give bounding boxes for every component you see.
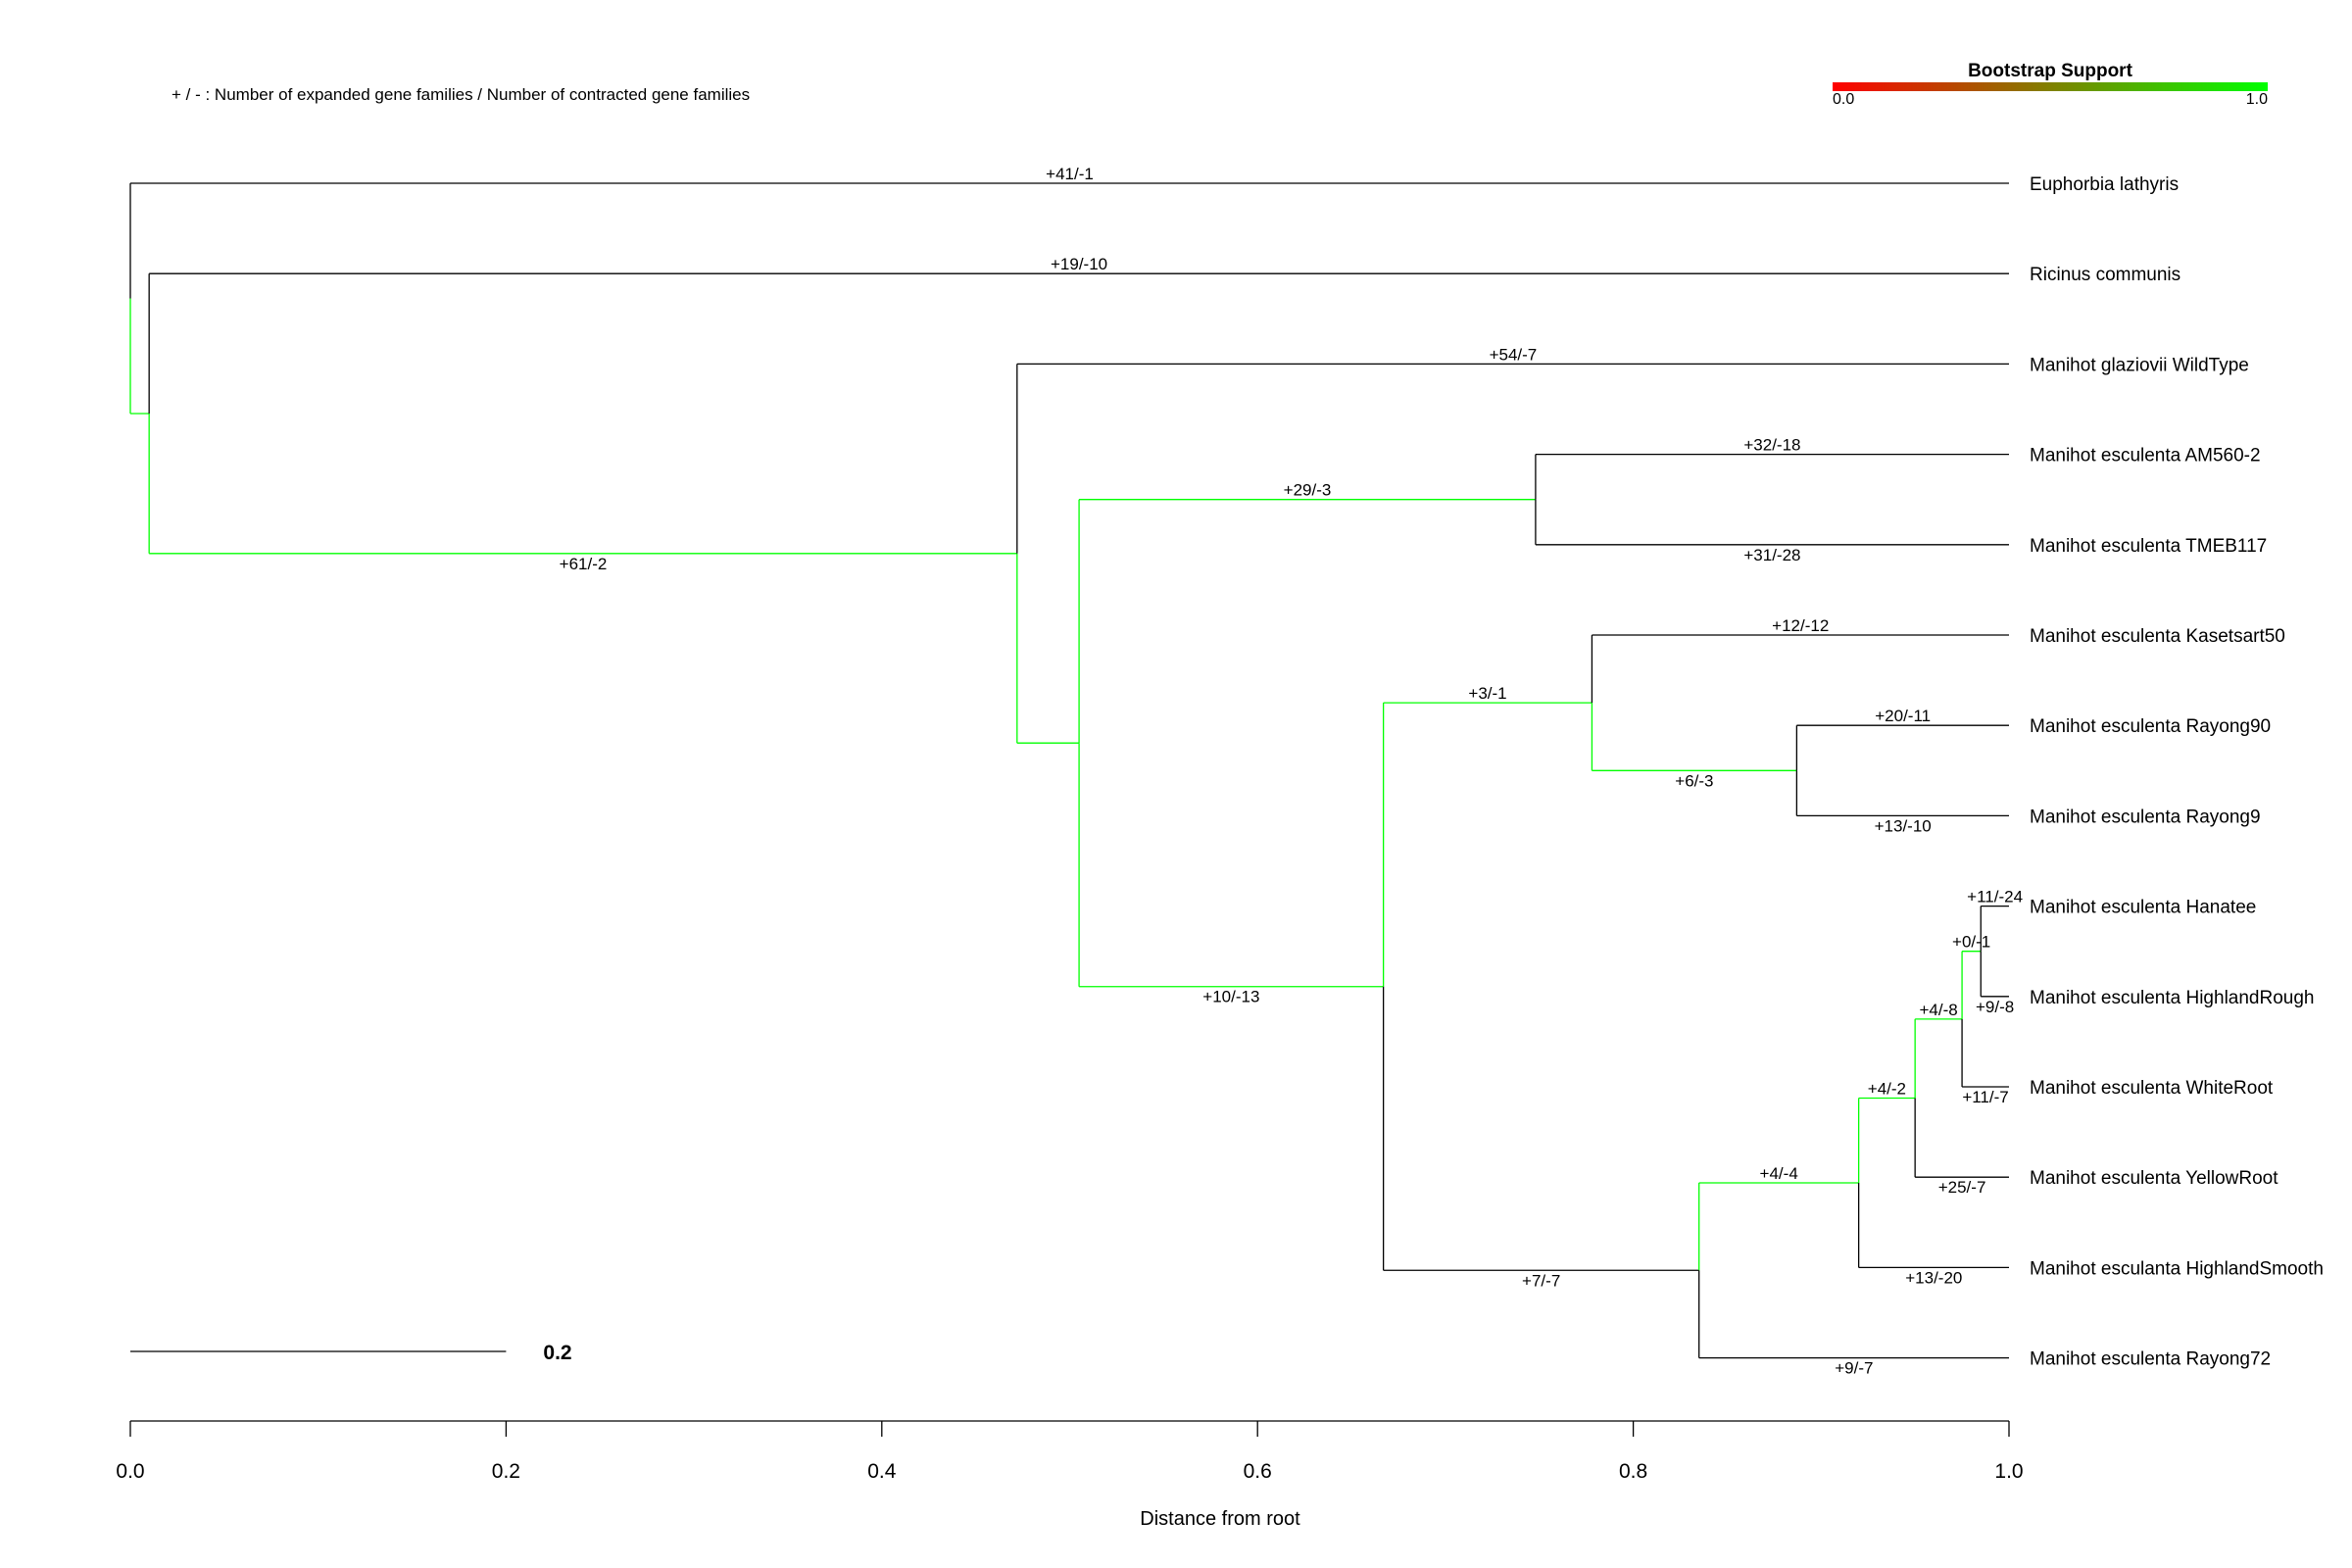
x-axis-title: Distance from root [1140,1508,1300,1530]
branch-label: +3/-1 [1468,684,1506,703]
branch-label: +13/-10 [1875,816,1932,835]
tip-label: Manihot esculenta Kasetsart50 [2030,626,2285,647]
tip-label: Manihot esculenta Hanatee [2030,898,2256,918]
tip-label: Manihot esculenta HighlandRough [2030,988,2314,1008]
tip-label: Manihot glaziovii WildType [2030,355,2249,375]
x-axis-tick-label: 0.8 [1619,1460,1647,1483]
branch-label: +12/-12 [1772,616,1829,635]
tip-label: Manihot esculenta Rayong90 [2030,716,2271,737]
branch-label: +41/-1 [1046,165,1094,183]
branch-label: +4/-2 [1868,1080,1906,1099]
branch-label: +61/-2 [560,555,608,573]
colorbar-title: Bootstrap Support [1968,61,2132,81]
branch-label: +31/-28 [1743,546,1800,564]
branch-labels: +61/-2 +29/-3 +10/-13 +3/-1 +6/-3 +7/-7 +4/-4 +… [560,165,2023,1378]
tip-label: Manihot esculenta AM560-2 [2030,446,2261,466]
tip-label: Euphorbia lathyris [2030,174,2179,195]
branch-label: +7/-7 [1522,1271,1560,1290]
branch-label: +10/-13 [1202,988,1259,1006]
colorbar-max-label: 1.0 [2246,91,2268,108]
tip-label: Ricinus communis [2030,265,2180,285]
tip-label: Manihot esculenta Rayong72 [2030,1349,2271,1370]
branch-label: +9/-7 [1835,1359,1873,1378]
tip-label: Manihot esculenta Rayong9 [2030,807,2261,827]
tip-label: Manihot esculenta YellowRoot [2030,1168,2278,1189]
scale-bar: 0.2 [130,1342,572,1364]
x-axis-tick-label: 0.2 [492,1460,520,1483]
x-axis-tick-label: 0.0 [116,1460,144,1483]
tip-label: Manihot esculenta TMEB117 [2030,536,2267,557]
branch-label: +32/-18 [1743,436,1800,455]
x-axis: Distance from root 0.0 0.2 0.4 0.6 0.8 1.0 [116,1420,2024,1530]
gene-family-legend-note: + / - : Number of expanded gene families… [172,85,750,104]
branch-label: +19/-10 [1051,255,1107,273]
colorbar-min-label: 0.0 [1833,91,1854,108]
branch-label: +9/-8 [1976,998,2014,1016]
branch-label: +54/-7 [1490,345,1538,364]
colorbar-gradient [1833,82,2268,91]
x-axis-tick-label: 0.6 [1244,1460,1272,1483]
branch-label: +13/-20 [1905,1268,1962,1287]
x-axis-tick-label: 0.4 [867,1460,897,1483]
branch-label: +25/-7 [1938,1178,1986,1197]
branch-label: +29/-3 [1284,481,1332,500]
tip-label: Manihot esculenta WhiteRoot [2030,1078,2274,1099]
scale-bar-label: 0.2 [543,1342,571,1364]
branch-label: +6/-3 [1675,771,1713,790]
branch-label: +20/-11 [1875,707,1931,725]
tree-branches [129,182,2009,1359]
branch-label: +0/-1 [1952,933,1990,952]
tip-label: Manihot esculanta HighlandSmooth [2030,1258,2324,1279]
bootstrap-colorbar: Bootstrap Support 0.0 1.0 [1833,61,2268,108]
branch-label: +11/-24 [1967,888,2023,906]
branch-label: +4/-4 [1760,1164,1798,1183]
x-axis-tick-label: 1.0 [1994,1460,2023,1483]
tip-labels: Euphorbia lathyris Ricinus communis Maniho… [2030,174,2324,1370]
branch-label: +11/-7 [1962,1088,2008,1106]
branch-label: +4/-8 [1919,1001,1957,1019]
